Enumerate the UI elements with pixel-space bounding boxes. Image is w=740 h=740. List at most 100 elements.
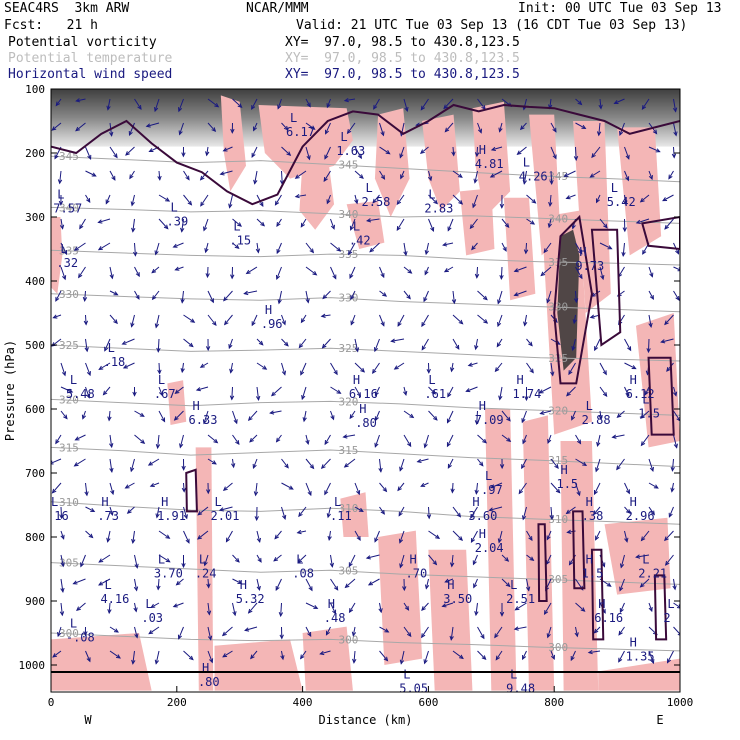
wind-arrowhead [115,654,121,659]
wind-arrow [156,506,160,518]
wind-arrow [476,146,478,157]
wind-arrow [673,626,680,635]
wind-arrowhead [478,461,484,467]
wind-arrowhead [113,153,118,159]
wind-arrow [599,410,602,420]
wind-arrowhead [624,537,629,543]
wind-arrowhead [109,443,114,449]
wind-arrow [539,386,552,394]
wind-arrowhead [477,128,483,134]
pv-shade-patch [503,197,536,301]
wind-arrowhead [521,464,526,470]
wind-arrowhead [310,125,316,130]
wind-arrow [109,650,121,659]
wind-arrowhead [458,536,463,541]
wind-arrow [134,578,138,591]
wind-arrowhead [133,251,138,257]
wind-arrow [330,554,333,567]
wind-arrowhead [540,271,546,277]
wind-arrowhead [309,248,315,254]
wind-arrow [624,146,630,159]
pv-extremum-marker: L [233,220,240,234]
pv-extremum-value: .16 [47,509,69,523]
wind-arrowhead [430,226,435,233]
wind-arrowhead [327,535,332,541]
wind-arrowhead [281,320,286,326]
wind-arrowhead [546,535,551,541]
wind-arrowhead [552,127,557,133]
wind-arrowhead [565,509,571,515]
wind-arrow [131,194,135,206]
wind-arrow [501,554,509,562]
wind-arrowhead [374,537,379,543]
wind-arrow [178,626,184,639]
wind-arrow [501,218,510,228]
wind-arrowhead [204,248,209,254]
wind-arrowhead [219,171,225,176]
wind-arrow [452,170,463,178]
pv-extremum-value: 6.16 [349,387,378,401]
wind-arrow [109,434,113,448]
pv-extremum-marker: L [290,111,297,125]
pv-extremum-value: 7.09 [475,413,504,427]
wind-arrowhead [98,558,104,563]
wind-arrow [343,434,356,438]
wind-arrowhead [548,201,553,208]
wind-arrowhead [547,438,552,444]
wind-arrow [379,314,385,326]
wind-arrowhead [309,464,315,470]
wind-arrowhead [131,538,136,545]
pv-contour [590,228,622,347]
wind-arrow [348,242,356,255]
wind-arrow [369,242,380,253]
wind-arrowhead [253,126,258,132]
wind-arrow [399,458,405,471]
wind-arrow [85,314,87,325]
wind-arrow [200,362,209,368]
wind-arrowhead [502,246,507,252]
wind-arrow [550,650,555,660]
wind-arrowhead [382,487,388,493]
wind-arrow [350,218,356,230]
wind-arrowhead [320,313,326,318]
wind-arrowhead [88,533,94,539]
wind-arrow [599,242,612,250]
wind-arrowhead [574,632,579,638]
wind-arrowhead [481,655,487,661]
wind-arrow [575,146,577,160]
pv-extremum-value: 6.33 [189,413,218,427]
wind-arrow [540,410,552,415]
wind-arrow [403,290,411,299]
wind-arrow [305,98,311,107]
x-tick-label: 1000 [667,696,694,709]
wind-arrow [396,194,405,205]
pv-extremum-value: 3.60 [468,509,497,523]
wind-arrow [673,266,680,271]
wind-arrow [374,434,380,447]
wind-arrow [521,410,527,423]
wind-arrowhead [471,245,476,251]
wind-arrowhead [343,97,349,103]
wind-arrowhead [467,362,473,367]
theta-contour-label: 300 [548,641,568,654]
pv-shade-patch [598,658,680,691]
wind-arrow [98,362,111,370]
wind-arrow [305,458,314,469]
wind-arrow [105,194,111,204]
wind-arrowhead [59,224,65,230]
wind-arrow [444,266,454,273]
wind-arrowhead [469,224,475,230]
wind-arrowhead [482,438,488,444]
wind-arrow [181,218,184,232]
wind-arrowhead [222,486,228,492]
wind-arrowhead [350,320,355,326]
pv-extremum-marker: L [340,130,347,144]
wind-arrowhead [421,633,426,639]
wind-arrow [278,290,282,304]
field-theta-xy: XY= 97.0, 98.5 to 430.8,123.5 [285,51,520,66]
wind-arrowhead [312,270,318,276]
wind-arrow [379,290,387,297]
wind-arrow [497,314,503,327]
wind-arrowhead [156,347,161,353]
wind-arrowhead [323,177,328,183]
